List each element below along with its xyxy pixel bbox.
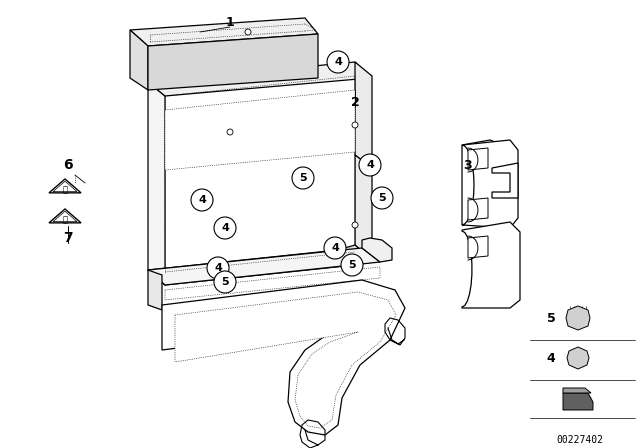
Circle shape bbox=[214, 271, 236, 293]
Circle shape bbox=[352, 222, 358, 228]
Polygon shape bbox=[468, 198, 488, 220]
Circle shape bbox=[359, 154, 381, 176]
Polygon shape bbox=[49, 179, 81, 193]
Text: 1: 1 bbox=[226, 16, 234, 29]
Text: ⓘ: ⓘ bbox=[63, 185, 67, 194]
Polygon shape bbox=[492, 163, 518, 198]
Polygon shape bbox=[462, 140, 510, 225]
Polygon shape bbox=[148, 248, 380, 285]
Polygon shape bbox=[338, 245, 372, 265]
Polygon shape bbox=[468, 236, 488, 258]
Circle shape bbox=[352, 122, 358, 128]
Text: 4: 4 bbox=[547, 352, 556, 365]
Circle shape bbox=[245, 29, 251, 35]
Circle shape bbox=[227, 129, 233, 135]
Polygon shape bbox=[148, 82, 165, 285]
Text: 7: 7 bbox=[63, 231, 73, 245]
Polygon shape bbox=[566, 306, 590, 330]
Circle shape bbox=[324, 237, 346, 259]
Polygon shape bbox=[130, 30, 148, 90]
Text: 2: 2 bbox=[351, 95, 360, 108]
Polygon shape bbox=[148, 270, 162, 310]
Polygon shape bbox=[462, 222, 520, 308]
Polygon shape bbox=[462, 140, 518, 228]
Polygon shape bbox=[165, 267, 380, 300]
Text: 00227402: 00227402 bbox=[557, 435, 604, 445]
Polygon shape bbox=[162, 280, 405, 435]
Text: 5: 5 bbox=[378, 193, 386, 203]
Text: 5: 5 bbox=[547, 311, 556, 324]
Text: 4: 4 bbox=[214, 263, 222, 273]
Polygon shape bbox=[355, 155, 372, 260]
Polygon shape bbox=[563, 393, 593, 410]
Text: 4: 4 bbox=[331, 243, 339, 253]
Circle shape bbox=[341, 254, 363, 276]
Text: 4: 4 bbox=[198, 195, 206, 205]
Polygon shape bbox=[563, 388, 591, 393]
Polygon shape bbox=[148, 250, 355, 285]
Polygon shape bbox=[175, 292, 396, 428]
Text: 6: 6 bbox=[63, 158, 73, 172]
Polygon shape bbox=[355, 62, 372, 168]
Circle shape bbox=[573, 313, 583, 323]
Polygon shape bbox=[53, 181, 77, 192]
Polygon shape bbox=[165, 90, 355, 170]
Text: 3: 3 bbox=[464, 159, 472, 172]
Polygon shape bbox=[148, 62, 370, 96]
Circle shape bbox=[371, 187, 393, 209]
Text: 4: 4 bbox=[366, 160, 374, 170]
Text: ⓘ: ⓘ bbox=[63, 215, 67, 224]
Polygon shape bbox=[49, 209, 81, 223]
Polygon shape bbox=[362, 238, 392, 262]
Polygon shape bbox=[468, 148, 488, 170]
Circle shape bbox=[191, 189, 213, 211]
Circle shape bbox=[214, 217, 236, 239]
Text: 5: 5 bbox=[221, 277, 229, 287]
Polygon shape bbox=[567, 347, 589, 369]
Circle shape bbox=[207, 257, 229, 279]
Text: 4: 4 bbox=[221, 223, 229, 233]
Polygon shape bbox=[53, 211, 77, 222]
Text: 5: 5 bbox=[348, 260, 356, 270]
Circle shape bbox=[292, 167, 314, 189]
Text: 4: 4 bbox=[334, 57, 342, 67]
Circle shape bbox=[573, 353, 583, 363]
Polygon shape bbox=[148, 34, 318, 90]
Circle shape bbox=[327, 51, 349, 73]
Polygon shape bbox=[130, 18, 318, 46]
Text: 5: 5 bbox=[299, 173, 307, 183]
